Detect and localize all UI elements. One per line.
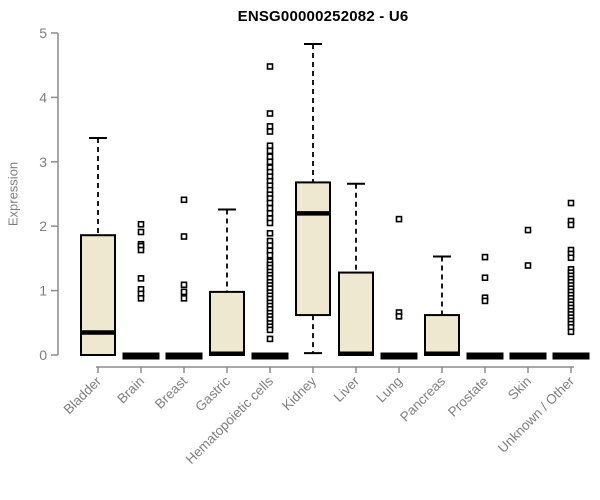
outlier-hematopoietic-cells-5 <box>266 147 274 155</box>
box-collapsed-unknown-other <box>552 352 590 360</box>
outlier-unknown-other-5 <box>567 254 575 262</box>
outlier-hematopoietic-cells-16 <box>266 199 274 207</box>
y-tick-label-5: 5 <box>39 25 47 41</box>
x-tick-label-unknown-other: Unknown / Other <box>495 373 578 456</box>
y-tick-label-2: 2 <box>39 218 47 234</box>
outlier-hematopoietic-cells-4 <box>266 142 274 149</box>
outlier-hematopoietic-cells-21 <box>266 229 274 237</box>
outlier-unknown-other-0 <box>567 199 575 207</box>
x-tick-label-gastric: Gastric <box>192 373 233 414</box>
outlier-hematopoietic-cells-1 <box>266 110 274 117</box>
outlier-hematopoietic-cells-23 <box>266 242 274 249</box>
x-tick-label-kidney: Kidney <box>279 373 319 413</box>
x-tick-label-breast: Breast <box>152 373 190 411</box>
outlier-brain-0 <box>137 220 145 228</box>
outlier-hematopoietic-cells-7 <box>266 158 274 166</box>
box-gastric <box>209 290 245 356</box>
outlier-breast-4 <box>180 295 188 302</box>
box-kidney <box>295 181 331 317</box>
outlier-hematopoietic-cells-47 <box>266 335 274 343</box>
y-tick-label-4: 4 <box>39 89 47 105</box>
outlier-hematopoietic-cells-17 <box>266 204 274 212</box>
box-pancreas <box>424 314 460 356</box>
box-bladder <box>80 234 116 356</box>
outlier-hematopoietic-cells-25 <box>266 251 274 259</box>
x-tick-label-pancreas: Pancreas <box>397 373 448 424</box>
outlier-prostate-3 <box>481 297 489 305</box>
x-tick-label-prostate: Prostate <box>445 374 491 420</box>
outlier-breast-3 <box>180 288 188 296</box>
outlier-breast-0 <box>180 196 188 204</box>
outlier-lung-2 <box>395 313 403 320</box>
chart-title: ENSG00000252082 - U6 <box>237 8 409 25</box>
outlier-hematopoietic-cells-3 <box>266 128 274 135</box>
box-liver <box>338 271 374 356</box>
outlier-hematopoietic-cells-2 <box>266 123 274 130</box>
outlier-brain-8 <box>137 295 145 302</box>
x-tick-label-bladder: Bladder <box>61 373 105 417</box>
box-collapsed-hematopoietic-cells <box>251 352 289 360</box>
x-tick-label-liver: Liver <box>331 373 363 405</box>
outlier-skin-0 <box>524 226 532 234</box>
outlier-skin-1 <box>524 262 532 269</box>
outlier-brain-5 <box>137 275 145 282</box>
outlier-breast-2 <box>180 281 188 289</box>
x-tick-label-skin: Skin <box>505 374 534 403</box>
outlier-prostate-0 <box>481 253 489 261</box>
box-collapsed-prostate <box>466 352 504 360</box>
outlier-hematopoietic-cells-18 <box>266 210 274 217</box>
box-collapsed-breast <box>165 352 203 360</box>
box-collapsed-skin <box>509 352 547 360</box>
outlier-breast-1 <box>180 233 188 240</box>
outlier-brain-4 <box>137 246 145 254</box>
box-collapsed-brain <box>122 352 160 360</box>
outlier-hematopoietic-cells-20 <box>266 219 274 227</box>
x-tick-label-lung: Lung <box>373 374 405 406</box>
outlier-hematopoietic-cells-0 <box>266 63 274 70</box>
outlier-unknown-other-2 <box>567 221 575 229</box>
x-tick-label-brain: Brain <box>114 374 147 407</box>
outlier-brain-1 <box>137 228 145 236</box>
box-collapsed-lung <box>380 352 418 360</box>
outlier-hematopoietic-cells-6 <box>266 153 274 160</box>
outlier-hematopoietic-cells-46 <box>266 326 274 334</box>
outlier-prostate-1 <box>481 274 489 282</box>
outlier-unknown-other-25 <box>567 328 575 336</box>
y-tick-label-3: 3 <box>39 154 47 170</box>
y-tick-label-0: 0 <box>39 347 47 363</box>
outlier-lung-0 <box>395 215 403 223</box>
y-tick-label-1: 1 <box>39 283 47 299</box>
